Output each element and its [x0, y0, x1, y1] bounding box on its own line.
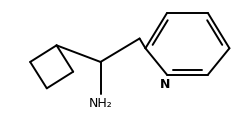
Text: NH₂: NH₂ [89, 97, 112, 110]
Text: N: N [160, 78, 170, 91]
